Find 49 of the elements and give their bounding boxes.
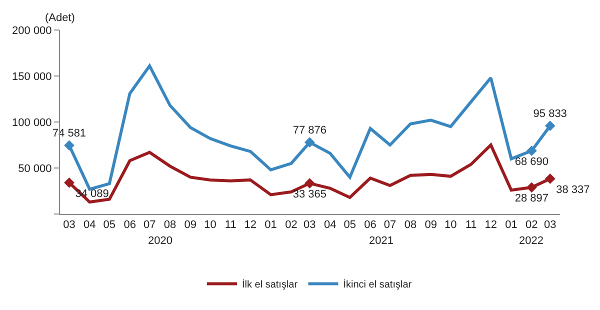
- y-tick-label: 150 000: [12, 70, 52, 83]
- x-tick-label: 01: [505, 219, 518, 232]
- x-tick-label: 08: [164, 219, 176, 232]
- x-tick-label: 09: [184, 219, 197, 232]
- x-tick-label: 05: [344, 219, 356, 232]
- x-tick-label: 03: [63, 219, 76, 232]
- data-label: 95 833: [533, 108, 567, 120]
- data-label: 68 690: [514, 156, 548, 168]
- y-axis-title: (Adet): [45, 12, 75, 24]
- text: 2022: [519, 235, 544, 247]
- x-tick-label: 01: [264, 219, 277, 232]
- x-tick-label: 11: [465, 219, 477, 232]
- x-tick-label: 04: [324, 219, 336, 232]
- point: [544, 174, 556, 184]
- point: [64, 177, 74, 188]
- point: [526, 182, 537, 193]
- x-tick-label: 02: [526, 219, 538, 232]
- data-label: 33 365: [292, 188, 326, 201]
- text: 2021: [369, 235, 394, 247]
- text: 2020: [148, 235, 172, 247]
- x-tick-label: 12: [244, 219, 257, 232]
- x-tick-label: 12: [484, 219, 497, 232]
- x-tick-label: 05: [103, 219, 116, 232]
- x-tick-label: 03: [304, 219, 316, 232]
- x-tick-label: 10: [444, 219, 457, 232]
- data-label: 28 897: [514, 192, 548, 205]
- x-tick-label: 08: [404, 219, 417, 232]
- data-label: 77 876: [292, 124, 326, 137]
- x-tick-label: 07: [384, 219, 396, 232]
- x-tick-label: 07: [143, 219, 156, 232]
- legend-label: İlk el satışlar: [242, 278, 298, 291]
- point: [304, 178, 315, 188]
- y-tick-label: 50 000: [18, 162, 52, 175]
- point: [64, 140, 74, 151]
- y-tick-label: 200 000: [12, 24, 52, 37]
- data-label: 38 337: [556, 184, 590, 196]
- x-tick-label: 02: [285, 219, 298, 232]
- x-tick-label: 04: [84, 219, 96, 232]
- x-tick-label: 06: [124, 219, 136, 232]
- point: [304, 137, 315, 148]
- x-tick-label: 10: [204, 219, 216, 232]
- x-tick-label: 06: [364, 219, 376, 232]
- legend-label: İkinci el satışlar: [343, 278, 412, 291]
- x-tick-label: 11: [224, 219, 236, 232]
- point: [526, 146, 537, 156]
- point: [544, 120, 556, 132]
- x-tick-label: 03: [544, 219, 556, 232]
- y-tick-label: 100 000: [12, 116, 52, 129]
- x-tick-label: 09: [424, 219, 438, 232]
